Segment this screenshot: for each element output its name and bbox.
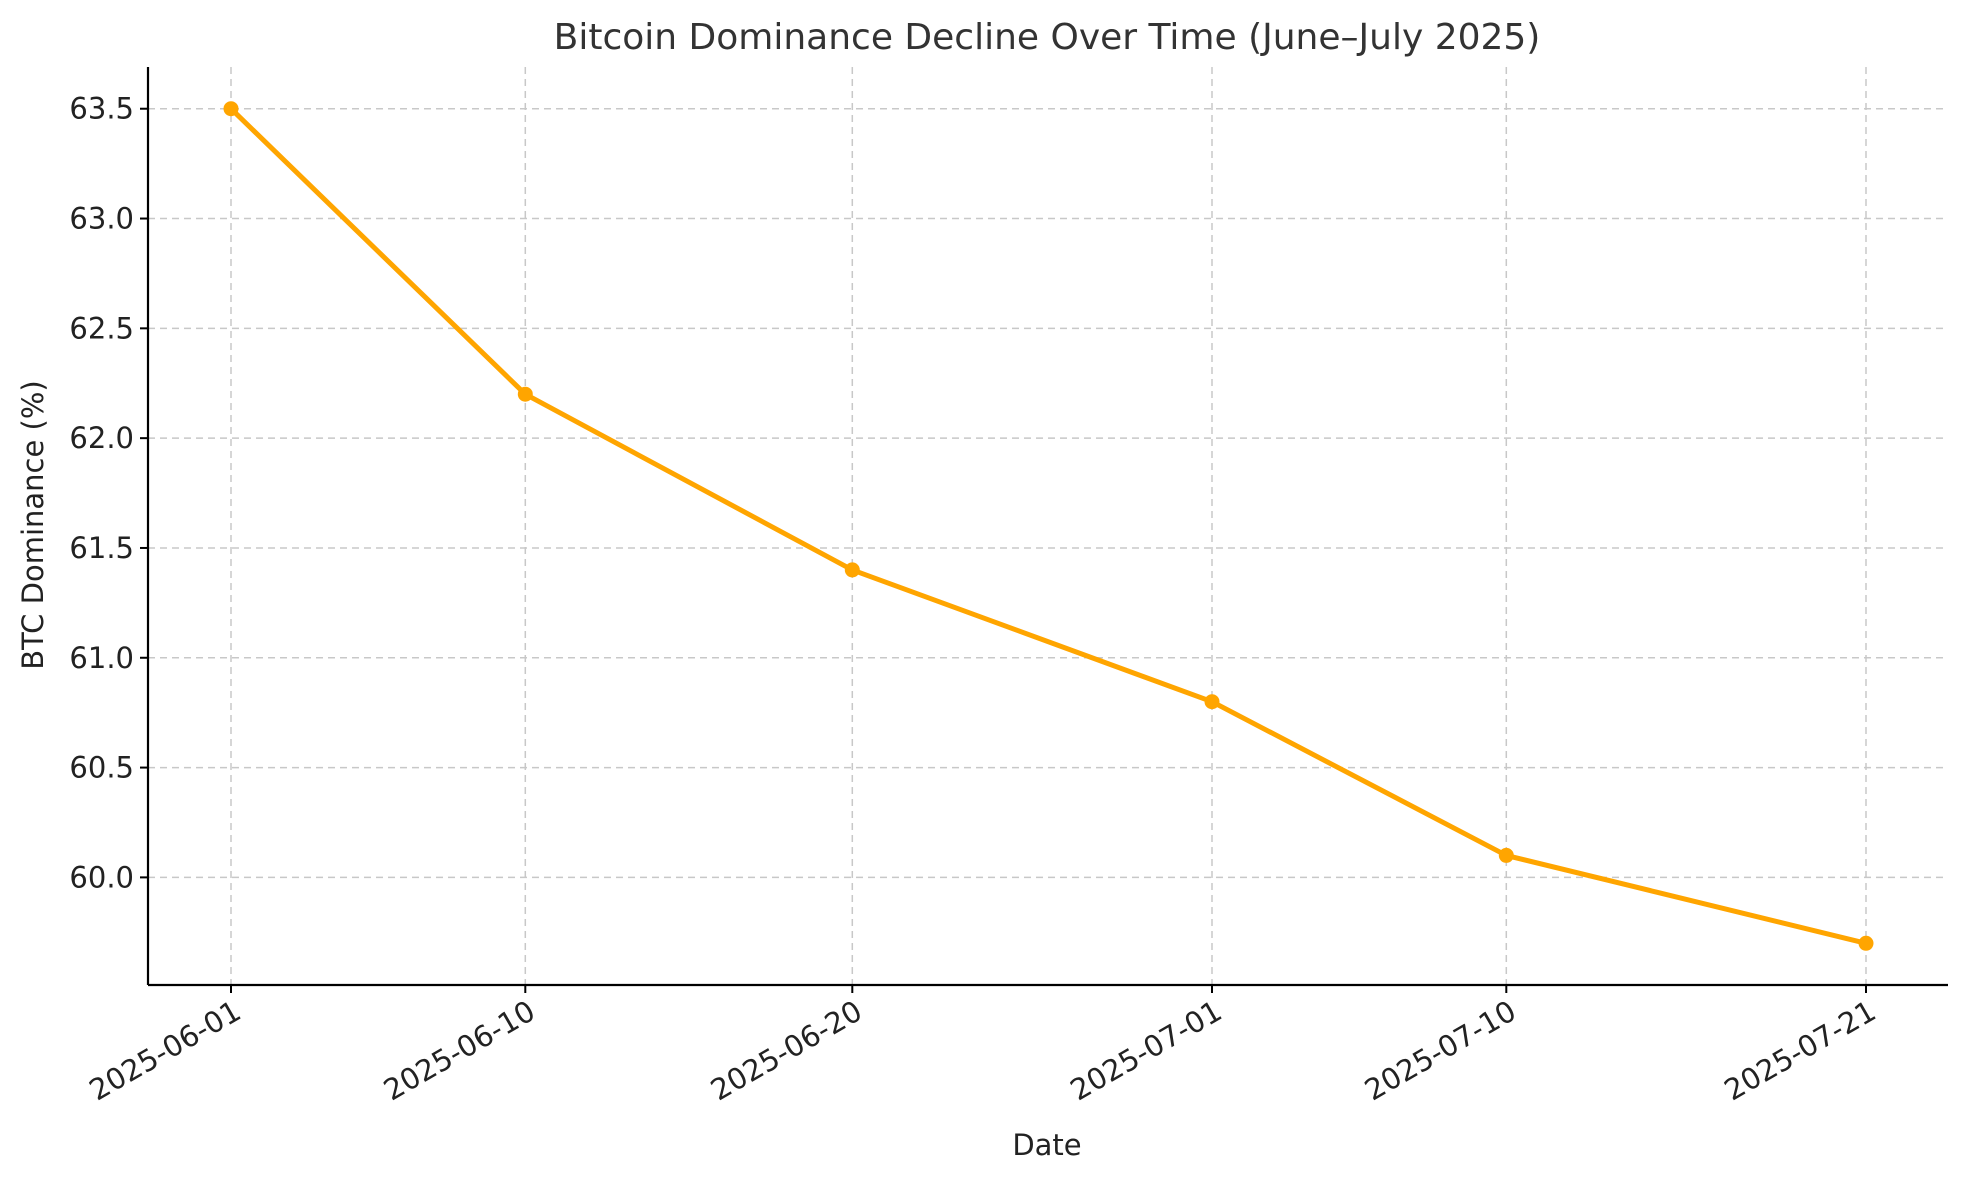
data-series — [223, 101, 1874, 951]
data-point-5 — [1858, 935, 1874, 951]
grid-lines — [148, 67, 1948, 985]
x-tick-label-4: 2025-07-10 — [1359, 994, 1522, 1108]
x-tick-label-2: 2025-06-20 — [705, 994, 868, 1108]
x-tick-label-1: 2025-06-10 — [378, 994, 541, 1108]
x-tick-label-0: 2025-06-01 — [84, 994, 247, 1108]
axes — [146, 67, 1948, 987]
y-tick-label-6: 63.0 — [69, 202, 134, 236]
y-tick-label-3: 61.5 — [69, 531, 134, 565]
y-tick-label-1: 60.5 — [69, 751, 134, 785]
tick-labels: 60.0 60.5 61.0 61.5 62.0 62.5 63.0 63.5 2025-06-… — [69, 92, 1881, 1108]
y-tick-label-7: 63.5 — [69, 92, 134, 126]
y-tick-label-4: 62.0 — [69, 421, 134, 455]
x-tick-label-5: 2025-07-21 — [1719, 994, 1882, 1108]
y-tick-label-5: 62.5 — [69, 311, 134, 345]
data-point-1 — [517, 386, 533, 402]
data-point-3 — [1204, 694, 1220, 710]
data-point-4 — [1498, 847, 1514, 863]
data-point-2 — [844, 562, 860, 578]
series-line-0 — [228, 106, 1869, 946]
chart-title: Bitcoin Dominance Decline Over Time (Jun… — [554, 17, 1541, 58]
y-tick-label-0: 60.0 — [69, 860, 134, 894]
x-axis-label: Date — [1012, 1128, 1081, 1162]
y-tick-label-2: 61.0 — [69, 641, 134, 675]
x-tick-label-3: 2025-07-01 — [1065, 994, 1228, 1108]
y-axis-label: BTC Dominance (%) — [16, 380, 50, 669]
data-point-0 — [223, 101, 239, 117]
